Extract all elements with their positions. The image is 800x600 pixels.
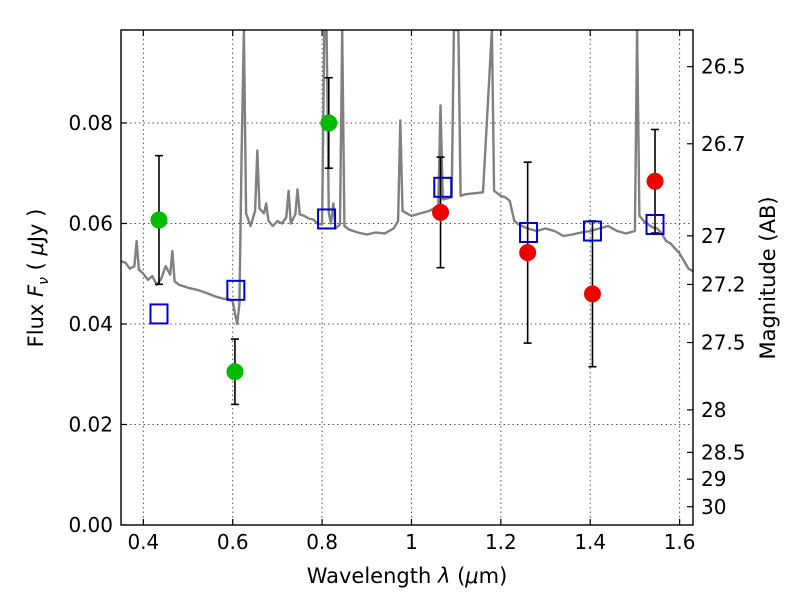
y2-tick-label: 28 xyxy=(701,398,726,422)
data-point xyxy=(226,363,244,381)
y2-tick-label: 27 xyxy=(701,224,726,248)
y-tick-label: 0.00 xyxy=(68,513,113,537)
model-spectrum xyxy=(121,30,693,326)
y2-tick-label: 27.2 xyxy=(701,272,746,296)
x-tick-label: 0.8 xyxy=(306,530,338,554)
y2-axis-title: Magnitude (AB) xyxy=(756,196,780,359)
y2-tick-label: 27.5 xyxy=(701,331,746,355)
x-tick-label: 1.2 xyxy=(485,530,517,554)
y-axis-title: Flux Fν ( μJy ) xyxy=(24,209,52,348)
axis-ticks: 0.4 0.6 0.8 1 1.2 1.4 1.6 0.00 0.02 0.04 0.06 0.08 2… xyxy=(68,30,746,554)
model-square xyxy=(433,176,453,198)
data-markers xyxy=(149,114,665,381)
plot-frame xyxy=(120,29,694,526)
model-square xyxy=(317,208,337,230)
spectrum-line xyxy=(121,30,693,326)
x-axis-title: Wavelength λ (μm) xyxy=(307,564,508,588)
model-square xyxy=(519,222,539,244)
x-tick-label: 0.6 xyxy=(217,530,249,554)
x-tick-label: 1.4 xyxy=(574,530,606,554)
model-square xyxy=(645,213,665,235)
x-tick-label: 0.4 xyxy=(127,530,159,554)
y-tick-label: 0.04 xyxy=(68,312,113,336)
model-square xyxy=(149,303,169,325)
data-point xyxy=(519,244,537,262)
y2-tick-label: 29 xyxy=(701,467,726,491)
model-square xyxy=(582,220,602,242)
model-square xyxy=(226,279,246,301)
x-tick-label: 1 xyxy=(405,530,418,554)
y2-tick-label: 26.5 xyxy=(701,55,746,79)
data-point xyxy=(583,285,601,303)
y-tick-label: 0.08 xyxy=(68,111,113,135)
y2-tick-label: 28.5 xyxy=(701,440,746,464)
y2-tick-label: 26.7 xyxy=(701,132,746,156)
data-point xyxy=(646,172,664,190)
y-tick-label: 0.06 xyxy=(68,211,113,235)
data-point xyxy=(150,211,168,229)
x-tick-label: 1.6 xyxy=(664,530,696,554)
y-tick-label: 0.02 xyxy=(68,412,113,436)
grid-lines xyxy=(121,30,693,525)
y2-tick-label: 30 xyxy=(701,495,726,519)
data-point xyxy=(432,203,450,221)
data-point xyxy=(320,114,338,132)
